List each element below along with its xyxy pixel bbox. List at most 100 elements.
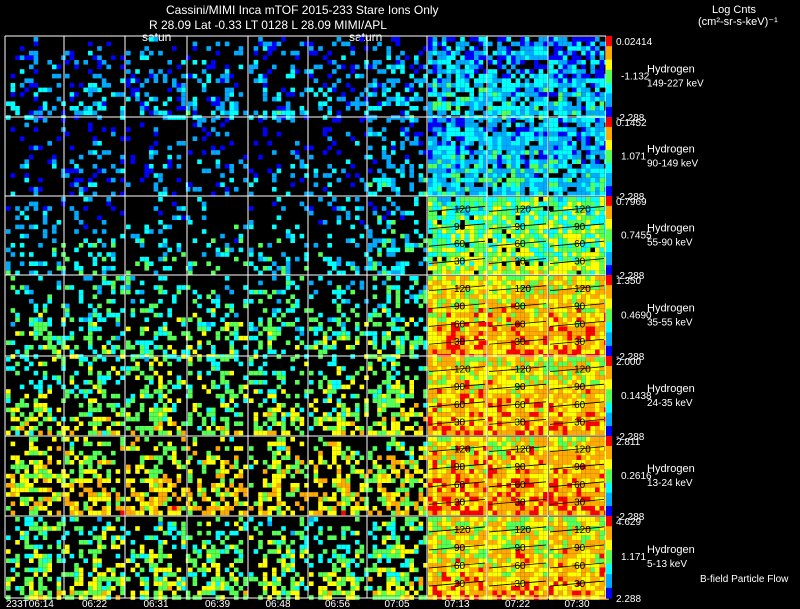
- heatmap-cell: [88, 92, 93, 97]
- heatmap-cell: [483, 210, 488, 216]
- heatmap-cell: [418, 78, 424, 83]
- heatmap-cell: [97, 326, 102, 332]
- heatmap-cell: [492, 159, 498, 164]
- heatmap-cell: [469, 243, 474, 248]
- heatmap-cell: [428, 252, 433, 257]
- heatmap-cell: [451, 280, 456, 286]
- heatmap-cell: [469, 46, 474, 51]
- heatmap-cell: [488, 280, 493, 286]
- heatmap-cell: [474, 69, 479, 74]
- heatmap-cell: [534, 41, 539, 47]
- heatmap-cell: [188, 150, 193, 155]
- heatmap-cell: [258, 280, 263, 286]
- heatmap-cell: [428, 60, 433, 65]
- heatmap-cell: [19, 285, 25, 290]
- heatmap-cell: [234, 312, 239, 318]
- heatmap-cell: [538, 252, 544, 257]
- heatmap-cell: [206, 96, 211, 102]
- heatmap-cell: [372, 159, 378, 164]
- heatmap-cell: [215, 366, 221, 371]
- heatmap-cell: [322, 173, 328, 178]
- heatmap-cell: [581, 141, 586, 146]
- heatmap-cell: [520, 136, 525, 141]
- heatmap-cell: [258, 331, 263, 336]
- heatmap-cell: [553, 60, 559, 65]
- colorbar-mid: 0.4690: [621, 311, 652, 322]
- heatmap-cell: [543, 252, 548, 257]
- colorbar-segment: [606, 110, 612, 115]
- heatmap-cell: [65, 173, 70, 178]
- heatmap-cell: [276, 370, 282, 376]
- colorbar-segment: [606, 86, 612, 91]
- heatmap-cell: [97, 370, 102, 376]
- heatmap-cell: [215, 150, 221, 155]
- heatmap-cell: [24, 177, 29, 183]
- heatmap-cell: [599, 280, 605, 286]
- heatmap-cell: [359, 101, 365, 106]
- heatmap-cell: [290, 69, 295, 74]
- heatmap-cell: [534, 276, 539, 281]
- colorbar-min: -2.288: [616, 192, 645, 203]
- heatmap-cell: [432, 276, 438, 281]
- heatmap-cell: [309, 326, 314, 332]
- heatmap-cell: [428, 238, 433, 243]
- heatmap-cell: [558, 229, 563, 234]
- heatmap-cell: [595, 303, 600, 309]
- heatmap-cell: [529, 210, 534, 216]
- heatmap-cell: [543, 127, 548, 132]
- heatmap-cell: [290, 357, 295, 362]
- heatmap-cell: [33, 37, 39, 42]
- heatmap-cell: [272, 187, 277, 192]
- heatmap-cell: [529, 266, 534, 271]
- heatmap-cell: [97, 64, 102, 70]
- heatmap-cell: [381, 340, 387, 345]
- heatmap-cell: [534, 210, 539, 216]
- heatmap-cell: [188, 261, 193, 266]
- heatmap-cell: [497, 78, 502, 83]
- heatmap-cell: [534, 136, 539, 141]
- heatmap-cell: [572, 276, 577, 281]
- contour-label: 60: [574, 239, 586, 250]
- heatmap-cell: [515, 150, 521, 155]
- heatmap-cell: [553, 326, 559, 332]
- heatmap-cell: [144, 340, 149, 345]
- heatmap-cell: [372, 83, 378, 88]
- heatmap-cell: [106, 312, 111, 318]
- heatmap-cell: [558, 256, 563, 262]
- heatmap-cell: [432, 118, 438, 123]
- heatmap-cell: [101, 357, 107, 362]
- heatmap-cell: [483, 131, 488, 137]
- heatmap-cell: [158, 256, 163, 262]
- heatmap-cell: [238, 92, 244, 97]
- heatmap-cell: [529, 280, 534, 286]
- heatmap-cell: [88, 150, 93, 155]
- heatmap-cell: [341, 206, 346, 211]
- heatmap-cell: [451, 127, 456, 132]
- heatmap-cell: [529, 299, 534, 304]
- heatmap-cell: [345, 197, 351, 202]
- heatmap-cell: [585, 247, 591, 253]
- colorbar-segment: [606, 52, 612, 57]
- pitch-angle-contour: [428, 206, 486, 212]
- heatmap-cell: [158, 69, 163, 74]
- heatmap-cell: [553, 238, 559, 243]
- heatmap-cell: [47, 299, 52, 304]
- heatmap-cell: [497, 145, 502, 151]
- heatmap-cell: [524, 335, 530, 341]
- heatmap-cell: [572, 345, 577, 350]
- heatmap-cell: [285, 229, 291, 234]
- heatmap-cell: [327, 280, 332, 286]
- heatmap-cell: [464, 73, 470, 79]
- heatmap-cell: [65, 335, 70, 341]
- heatmap-cell: [322, 256, 328, 262]
- heatmap-cell: [464, 78, 470, 83]
- heatmap-cell: [33, 224, 39, 230]
- contour-label: 60: [454, 319, 466, 330]
- heatmap-cell: [409, 340, 414, 345]
- heatmap-cell: [501, 294, 507, 299]
- heatmap-cell: [441, 345, 447, 350]
- heatmap-cell: [336, 110, 342, 116]
- heatmap-cell: [562, 270, 568, 276]
- heatmap-cell: [322, 131, 328, 137]
- heatmap-cell: [534, 229, 539, 234]
